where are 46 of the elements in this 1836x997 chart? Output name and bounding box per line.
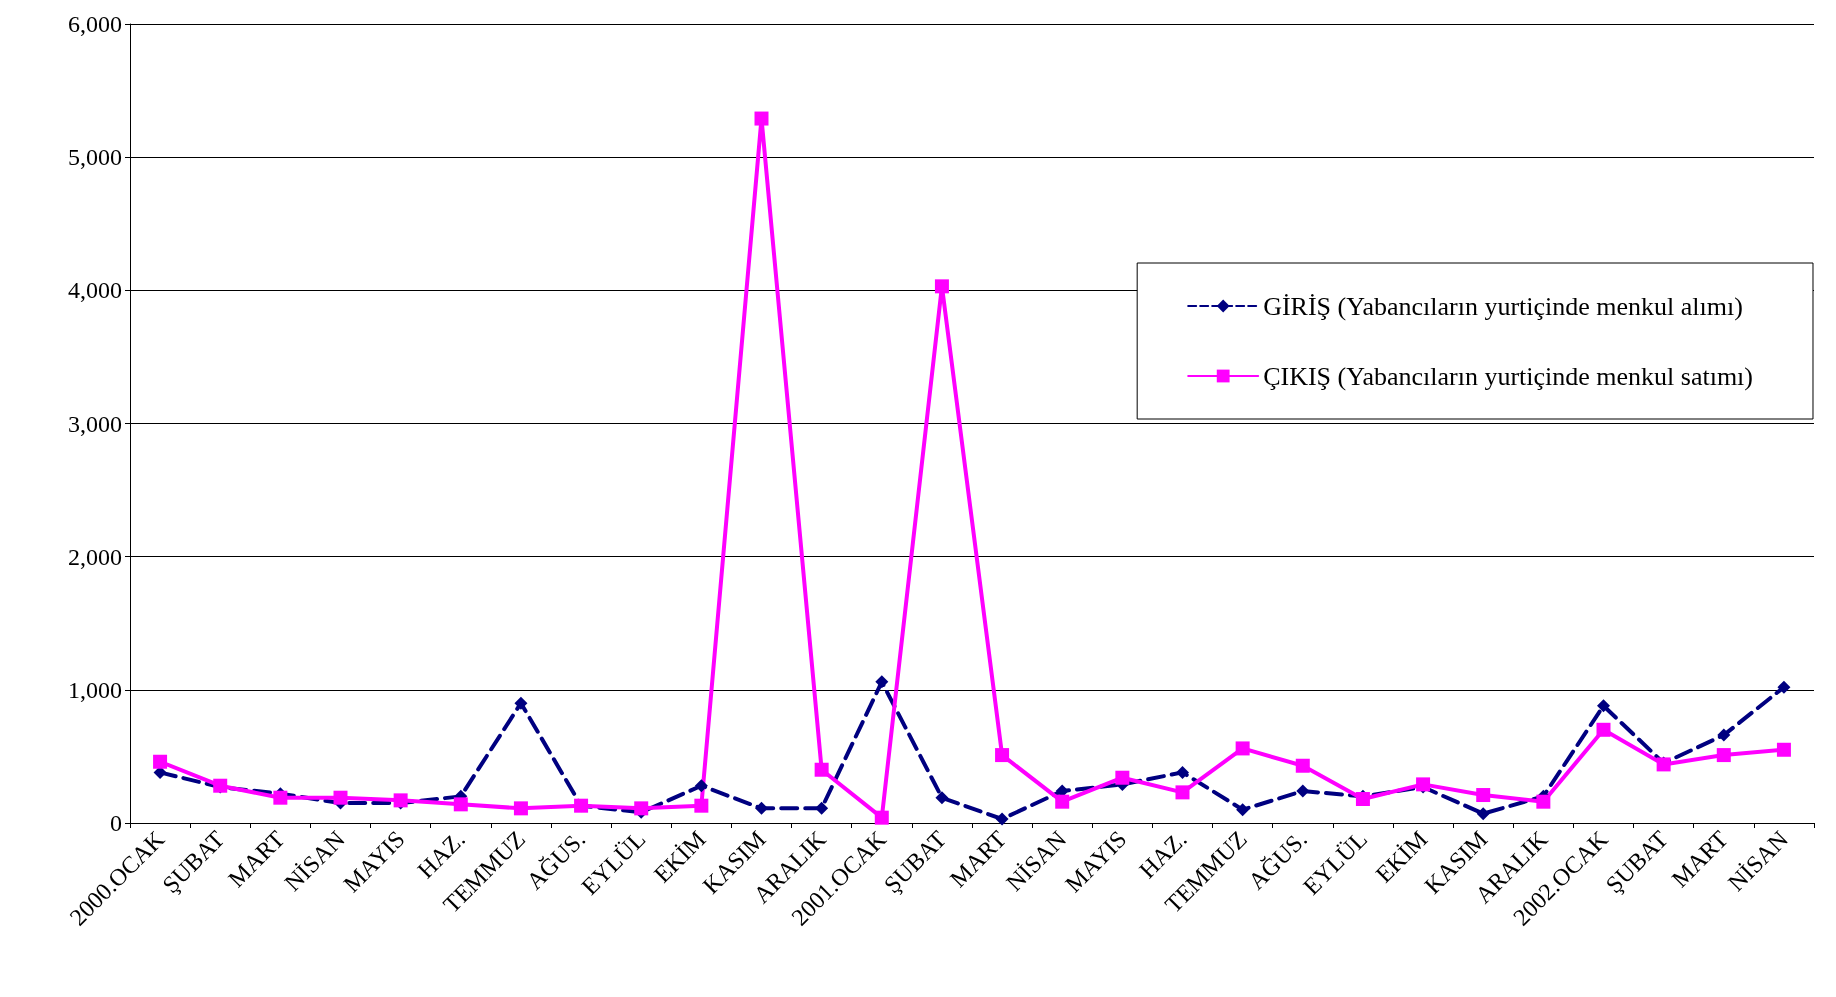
point: [1175, 785, 1190, 800]
point: [694, 779, 708, 793]
point: [694, 798, 709, 813]
point: [1236, 803, 1250, 817]
point: [1716, 748, 1731, 763]
point: [1295, 758, 1310, 773]
point: [1055, 794, 1070, 809]
point: [273, 790, 288, 805]
point: [995, 748, 1010, 763]
y-tick-label: 0: [110, 810, 122, 836]
y-tick-label: 2,000: [68, 543, 122, 570]
point: [754, 111, 769, 126]
point: [814, 762, 829, 777]
point: [755, 801, 768, 815]
point: [153, 754, 168, 769]
y-tick-label: 4,000: [68, 277, 122, 304]
point: [453, 797, 468, 812]
point: [1777, 680, 1791, 694]
point: [1597, 699, 1610, 713]
legend-label: ÇIKIŞ (Yabancıların yurtiçinde menkul satımı): [1263, 361, 1753, 391]
y-tick-label: 6,000: [68, 11, 122, 37]
point: [513, 801, 528, 816]
point: [1536, 794, 1551, 809]
point: [514, 696, 528, 710]
point: [1355, 792, 1370, 807]
y-tick-label: 5,000: [68, 144, 122, 171]
point: [875, 675, 889, 689]
point: [1296, 784, 1310, 798]
point: [1476, 807, 1490, 821]
point: [1596, 722, 1611, 737]
point: [333, 790, 348, 805]
point: [1717, 728, 1731, 742]
point: [995, 812, 1009, 826]
point: [935, 791, 949, 805]
legend-label: GİRİŞ (Yabancıların yurtiçinde menkul alımı): [1263, 291, 1743, 321]
point: [1776, 742, 1791, 757]
y-tick-label: 1,000: [68, 676, 122, 703]
point: [1476, 788, 1491, 803]
point: [934, 279, 949, 294]
point: [815, 801, 829, 815]
point: [634, 801, 649, 816]
point: [1176, 765, 1189, 779]
y-tick-label: 3,000: [68, 410, 122, 437]
point: [1115, 770, 1130, 785]
point: [874, 810, 889, 825]
point: [1235, 741, 1250, 756]
